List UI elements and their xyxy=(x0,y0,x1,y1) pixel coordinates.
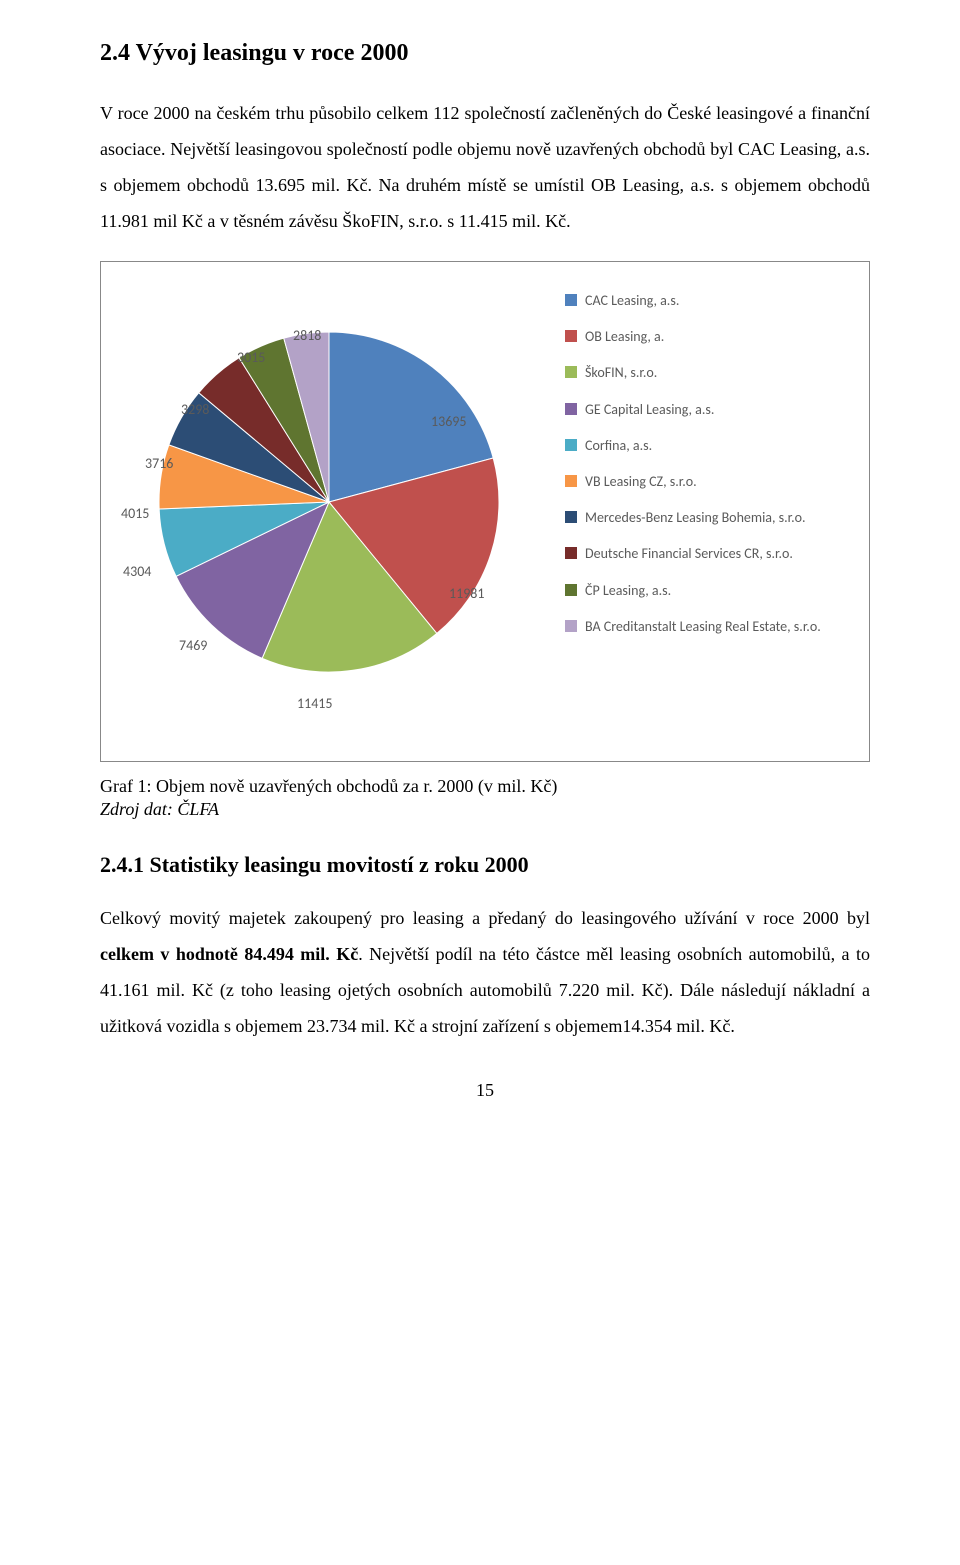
pie-value-label: 2818 xyxy=(293,327,321,344)
pie-value-label: 11981 xyxy=(449,585,484,602)
legend-item: Deutsche Financial Services CR, s.r.o. xyxy=(565,545,851,563)
legend-item: Corfina, a.s. xyxy=(565,437,851,455)
pie-value-label: 13695 xyxy=(431,413,466,430)
legend-item: BA Creditanstalt Leasing Real Estate, s.… xyxy=(565,618,851,636)
chart-source: Zdroj dat: ČLFA xyxy=(100,799,870,820)
chart-frame: 13695 11981 11415 7469 4304 4015 3716 3298 3015 2… xyxy=(100,261,870,762)
pie-value-label: 4304 xyxy=(123,563,151,580)
pie-value-label: 7469 xyxy=(179,637,207,654)
legend-swatch xyxy=(565,584,577,596)
legend-item: CAC Leasing, a.s. xyxy=(565,292,851,310)
pie-chart: 13695 11981 11415 7469 4304 4015 3716 3298 3015 2… xyxy=(119,292,539,737)
legend-swatch xyxy=(565,366,577,378)
page-number: 15 xyxy=(100,1080,870,1101)
legend-swatch xyxy=(565,294,577,306)
pie-value-label: 3716 xyxy=(145,455,173,472)
legend-label: ČP Leasing, a.s. xyxy=(585,582,671,600)
legend-item: OB Leasing, a. xyxy=(565,328,851,346)
legend-label: BA Creditanstalt Leasing Real Estate, s.… xyxy=(585,618,821,636)
legend-label: OB Leasing, a. xyxy=(585,328,664,346)
legend-swatch xyxy=(565,403,577,415)
section-heading: 2.4 Vývoj leasingu v roce 2000 xyxy=(100,40,870,67)
legend-item: GE Capital Leasing, a.s. xyxy=(565,401,851,419)
pie-value-label: 4015 xyxy=(121,505,149,522)
pie-value-label: 3298 xyxy=(181,401,209,418)
legend-item: ŠkoFIN, s.r.o. xyxy=(565,364,851,382)
pie-value-label: 11415 xyxy=(297,695,332,712)
legend-item: VB Leasing CZ, s.r.o. xyxy=(565,473,851,491)
legend-swatch xyxy=(565,330,577,342)
legend-label: Deutsche Financial Services CR, s.r.o. xyxy=(585,545,793,563)
legend-item: ČP Leasing, a.s. xyxy=(565,582,851,600)
subsection-heading: 2.4.1 Statistiky leasingu movitostí z ro… xyxy=(100,852,870,878)
legend-label: VB Leasing CZ, s.r.o. xyxy=(585,473,697,491)
legend-label: ŠkoFIN, s.r.o. xyxy=(585,364,657,382)
chart-caption: Graf 1: Objem nově uzavřených obchodů za… xyxy=(100,776,870,797)
chart-legend: CAC Leasing, a.s. OB Leasing, a. ŠkoFIN, s… xyxy=(539,292,851,654)
paragraph-stats: Celkový movitý majetek zakoupený pro lea… xyxy=(100,900,870,1044)
legend-swatch xyxy=(565,547,577,559)
legend-swatch xyxy=(565,620,577,632)
legend-swatch xyxy=(565,439,577,451)
legend-item: Mercedes-Benz Leasing Bohemia, s.r.o. xyxy=(565,509,851,527)
legend-swatch xyxy=(565,475,577,487)
legend-label: GE Capital Leasing, a.s. xyxy=(585,401,714,419)
legend-label: Corfina, a.s. xyxy=(585,437,652,455)
legend-swatch xyxy=(565,511,577,523)
paragraph-intro: V roce 2000 na českém trhu působilo celk… xyxy=(100,95,870,239)
pie-value-label: 3015 xyxy=(237,349,265,366)
legend-label: Mercedes-Benz Leasing Bohemia, s.r.o. xyxy=(585,509,806,527)
legend-label: CAC Leasing, a.s. xyxy=(585,292,679,310)
